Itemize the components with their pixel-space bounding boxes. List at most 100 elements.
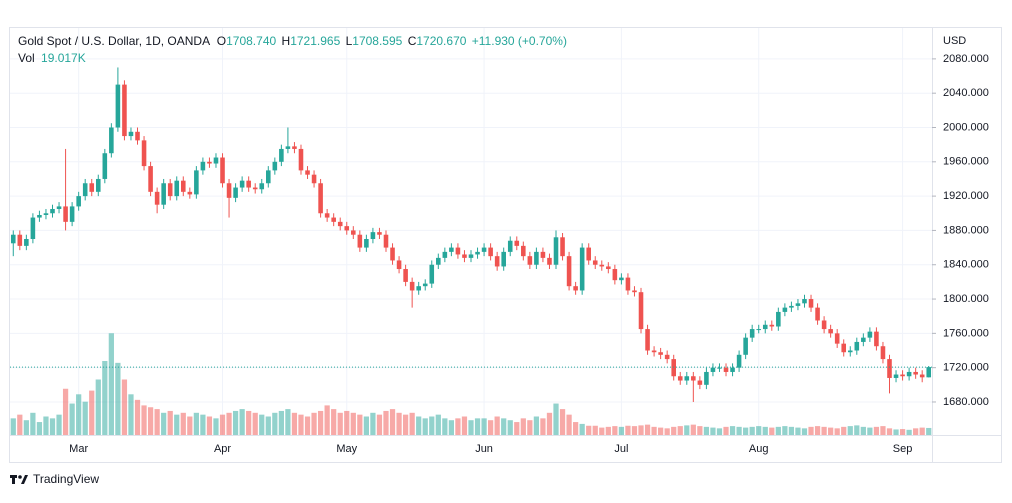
- candle-body: [259, 183, 265, 190]
- candle-body: [651, 350, 657, 353]
- candle-body: [808, 299, 814, 308]
- volume-bar: [586, 425, 592, 435]
- candle-body: [926, 367, 932, 378]
- candle-body: [723, 367, 729, 372]
- candle-body: [769, 324, 775, 327]
- candle-body: [233, 187, 238, 198]
- candle-body: [180, 180, 186, 192]
- candle-body: [802, 299, 807, 304]
- candle-body: [834, 333, 840, 344]
- volume-bar: [455, 418, 461, 435]
- volume-bar: [677, 426, 683, 435]
- volume-bar: [488, 420, 494, 435]
- volume-bar: [239, 409, 245, 435]
- volume-bar: [62, 388, 69, 435]
- ohlc-value: 1708.595: [352, 34, 402, 48]
- candle-body: [24, 239, 29, 246]
- volume-bar: [259, 414, 265, 435]
- candle-body: [279, 148, 284, 162]
- volume-bar: [795, 427, 801, 435]
- volume-bar: [370, 412, 376, 435]
- volume-bar: [664, 428, 670, 435]
- candle-body: [115, 84, 121, 128]
- volume-bar: [599, 427, 605, 435]
- volume-bar: [612, 426, 618, 435]
- candle-body: [494, 256, 500, 267]
- candle-body: [109, 127, 114, 154]
- candle-layer: [10, 67, 932, 402]
- volume-bar: [899, 429, 906, 435]
- volume-bar: [252, 412, 258, 435]
- x-tick-label: Sep: [893, 443, 913, 455]
- volume-bar: [134, 399, 141, 435]
- candle-body: [795, 303, 801, 306]
- candle-body: [69, 206, 75, 222]
- candle-body: [305, 170, 310, 175]
- volume-bar: [17, 414, 23, 435]
- volume-bar: [854, 425, 860, 435]
- volume-bar: [520, 418, 526, 435]
- candle-body: [416, 286, 421, 291]
- y-tick-label: 2040.000: [943, 87, 989, 99]
- candle-body: [128, 131, 134, 137]
- candle-body: [671, 359, 676, 377]
- volume-bar: [788, 426, 795, 435]
- volume-bar: [841, 426, 847, 435]
- volume-bar: [749, 426, 755, 435]
- candle-body: [468, 254, 474, 258]
- volume-bar: [546, 412, 553, 435]
- x-tick-label: Jul: [614, 443, 628, 455]
- candle-body: [187, 191, 193, 195]
- brand-logo: [10, 475, 28, 484]
- candle-body: [409, 281, 415, 291]
- volume-bar: [56, 414, 62, 435]
- candle-body: [429, 264, 435, 284]
- candle-body: [592, 260, 598, 265]
- ohlc-key: L: [346, 34, 353, 48]
- candle-body: [704, 371, 709, 385]
- candle-body: [521, 245, 526, 257]
- volume-bar: [638, 425, 644, 435]
- volume-bar: [337, 412, 343, 435]
- brand-name: TradingView: [33, 472, 99, 486]
- candle-body: [95, 178, 101, 192]
- candle-body: [560, 237, 565, 257]
- volume-bar: [775, 426, 781, 435]
- candle-body: [606, 266, 611, 270]
- volume-bar: [121, 379, 128, 435]
- volume-bar: [206, 416, 213, 435]
- volume-bar: [89, 390, 95, 435]
- candle-body: [239, 180, 245, 188]
- x-tick-label: Mar: [69, 443, 88, 455]
- candle-body: [854, 341, 860, 351]
- candle-body: [167, 183, 173, 197]
- candle-body: [148, 166, 153, 192]
- candle-body: [63, 206, 68, 222]
- candle-body: [874, 331, 879, 347]
- y-tick-label: 1680.000: [943, 396, 989, 408]
- volume-bar: [200, 414, 206, 435]
- y-tick-label: 2080.000: [943, 53, 989, 65]
- volume-bar: [429, 416, 435, 435]
- candle-body: [749, 329, 755, 338]
- candle-body: [691, 376, 696, 381]
- candle-body: [89, 183, 95, 192]
- volume-layer: [10, 333, 932, 435]
- volume-bar: [834, 428, 840, 435]
- candle-body: [122, 84, 127, 137]
- candle-body: [344, 226, 350, 231]
- candle-body: [76, 196, 81, 207]
- candle-body: [730, 367, 735, 372]
- candle-body: [684, 376, 690, 381]
- volume-bar: [219, 414, 226, 435]
- candle-body: [762, 324, 768, 330]
- volume-bar: [409, 412, 415, 435]
- volume-bar: [102, 361, 108, 435]
- volume-bar: [697, 426, 703, 435]
- volume-bar: [913, 428, 919, 435]
- candle-body: [436, 257, 441, 265]
- volume-bar: [736, 426, 742, 435]
- volume-bar: [684, 425, 690, 435]
- volume-bar: [324, 405, 330, 435]
